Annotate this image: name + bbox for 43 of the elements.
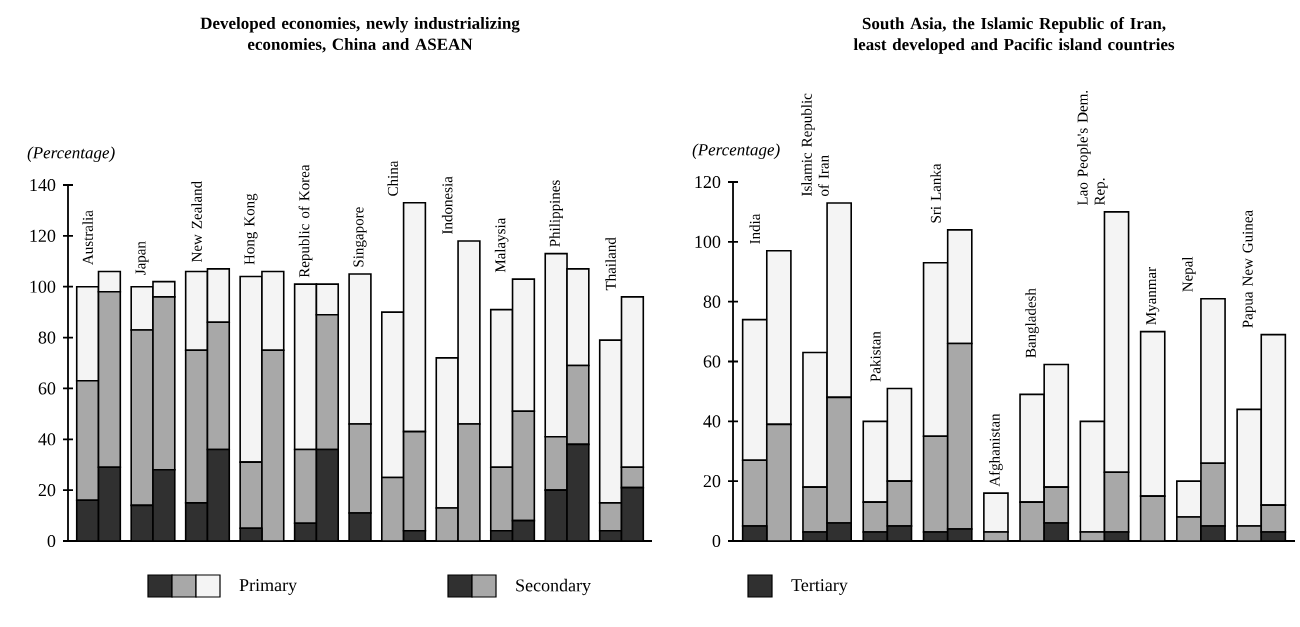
x-tick-label: Singapore: [353, 207, 367, 267]
y-axis-title: (Percentage): [27, 146, 115, 162]
x-tick-label: Thailand: [605, 237, 616, 291]
y-tick-label: 80: [703, 295, 721, 308]
y-tick-label: 100: [695, 235, 721, 248]
x-tick-label: Islamic Republic of Iran: [801, 93, 829, 197]
x-tick-label: Bangladesh: [1025, 288, 1039, 358]
x-tick-label: India: [749, 213, 761, 244]
y-tick-label: 140: [30, 178, 56, 192]
x-tick-label: Afghanistan: [989, 413, 1003, 487]
y-tick-label: 40: [38, 433, 56, 446]
x-tick-label: Lao People's Dem. Rep.: [1077, 90, 1108, 206]
x-tick-label: China: [387, 160, 398, 196]
x-tick-label: Philippines: [549, 180, 563, 247]
y-tick-label: 20: [703, 475, 721, 488]
x-tick-label: New Zealand: [191, 181, 202, 263]
y-tick-label: 20: [38, 484, 56, 497]
chart-title: Developed economies, newly industrializing economies, China and ASEAN: [200, 17, 520, 53]
x-tick-label: Malaysia: [494, 217, 509, 273]
legend-label: Primary: [239, 579, 298, 595]
chart-title: South Asia, the Islamic Republic of Iran, least developed and Pacific island countries: [853, 17, 1175, 54]
y-axis-title: (Percentage): [692, 143, 780, 159]
x-tick-label: Australia: [82, 210, 93, 265]
x-tick-label: Pakistan: [870, 331, 881, 382]
y-tick-label: 120: [695, 175, 721, 189]
x-tick-label: Papua New Guinea: [1242, 210, 1256, 328]
x-tick-label: Nepal: [1182, 256, 1196, 292]
y-tick-label: 100: [30, 280, 56, 293]
x-tick-label: Sri Lanka: [930, 163, 941, 223]
legend-label: Secondary: [516, 578, 591, 596]
y-tick-label: 60: [703, 355, 721, 368]
legend-label: Tertiary: [791, 579, 848, 595]
x-tick-label: Hong Kong: [244, 193, 258, 265]
x-tick-label: Japan: [135, 241, 149, 275]
x-tick-label: Republic of Korea: [298, 164, 313, 278]
y-tick-label: 0: [712, 534, 721, 548]
y-tick-label: 60: [38, 382, 56, 395]
x-tick-label: Indonesia: [441, 176, 453, 235]
y-tick-label: 80: [38, 331, 56, 344]
y-tick-label: 40: [703, 415, 721, 428]
x-tick-label: Myanmar: [1146, 266, 1160, 325]
y-tick-label: 120: [30, 229, 56, 242]
y-tick-label: 0: [47, 534, 56, 548]
